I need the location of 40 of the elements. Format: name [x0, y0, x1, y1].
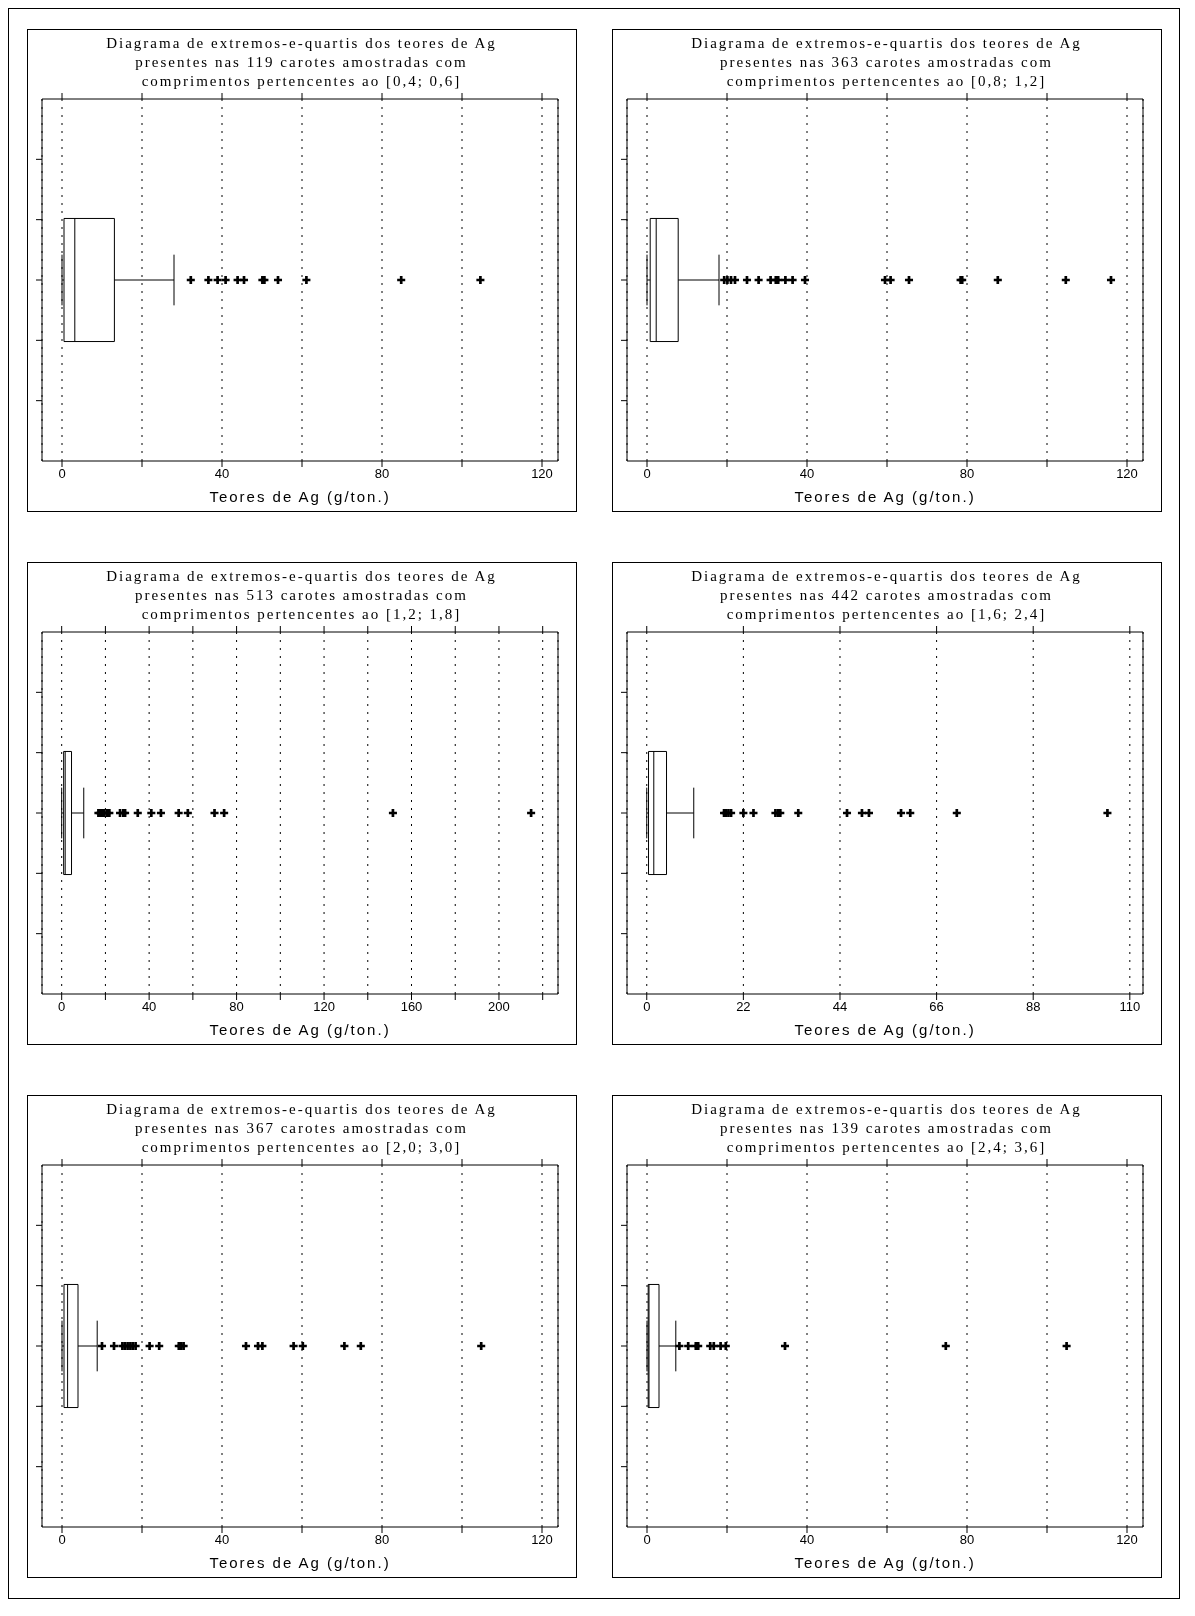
x-tick-label: 40: [141, 999, 156, 1015]
x-tick-label: 44: [832, 999, 847, 1015]
x-tick-label: 40: [799, 1532, 814, 1548]
x-tick-label: 0: [642, 466, 651, 482]
x-axis-title: Teores de Ag (g/ton.): [208, 488, 391, 505]
x-tick-label: 0: [57, 466, 66, 482]
chart-title: Diagrama de extremos-e-quartis dos teores de Ag presentes nas 363 carotes amostradas com comprimentos pertencentes ao [0,8; 1,2]: [690, 34, 1083, 91]
x-tick-label: 110: [1118, 999, 1140, 1015]
x-tick-label: 200: [487, 999, 510, 1015]
x-tick-label: 80: [959, 1532, 974, 1548]
x-axis-title: Teores de Ag (g/ton.): [208, 1554, 391, 1571]
chart-title: Diagrama de extremos-e-quartis dos teores de Ag presentes nas 442 carotes amostradas com comprimentos pertencentes ao [1,6; 2,4]: [690, 567, 1083, 624]
x-tick-label: 40: [214, 466, 229, 482]
x-axis-title: Teores de Ag (g/ton.): [793, 1554, 976, 1571]
x-axis-title: Teores de Ag (g/ton.): [793, 1021, 976, 1038]
x-tick-label: 0: [57, 999, 65, 1015]
x-axis-title: Teores de Ag (g/ton.): [208, 1021, 391, 1038]
x-tick-label: 120: [530, 1532, 553, 1548]
chart-title: Diagrama de extremos-e-quartis dos teores de Ag presentes nas 139 carotes amostradas com comprimentos pertencentes ao [2,4; 3,6]: [690, 1100, 1083, 1157]
x-tick-label: 0: [642, 1532, 651, 1548]
x-tick-label: 22: [735, 999, 751, 1015]
x-tick-label: 120: [1115, 466, 1138, 482]
x-tick-label: 0: [642, 999, 650, 1015]
x-tick-label: 80: [959, 466, 974, 482]
x-tick-label: 80: [374, 1532, 389, 1548]
x-tick-label: 88: [1025, 999, 1040, 1015]
chart-title: Diagrama de extremos-e-quartis dos teores de Ag presentes nas 513 carotes amostradas com comprimentos pertencentes ao [1,2; 1,8]: [105, 567, 498, 624]
x-tick-label: 120: [1115, 1532, 1138, 1548]
x-tick-label: 80: [374, 466, 389, 482]
x-tick-label: 120: [312, 999, 335, 1015]
x-tick-label: 120: [530, 466, 553, 482]
x-tick-label: 40: [799, 466, 814, 482]
x-tick-label: 80: [228, 999, 244, 1015]
x-tick-label: 40: [214, 1532, 229, 1548]
x-tick-label: 160: [400, 999, 422, 1015]
x-tick-label: 66: [928, 999, 944, 1015]
x-tick-label: 0: [57, 1532, 66, 1548]
x-axis-title: Teores de Ag (g/ton.): [793, 488, 976, 505]
chart-title: Diagrama de extremos-e-quartis dos teores de Ag presentes nas 119 carotes amostradas com comprimentos pertencentes ao [0,4; 0,6]: [105, 34, 498, 91]
chart-title: Diagrama de extremos-e-quartis dos teores de Ag presentes nas 367 carotes amostradas com comprimentos pertencentes ao [2,0; 3,0]: [105, 1100, 498, 1157]
